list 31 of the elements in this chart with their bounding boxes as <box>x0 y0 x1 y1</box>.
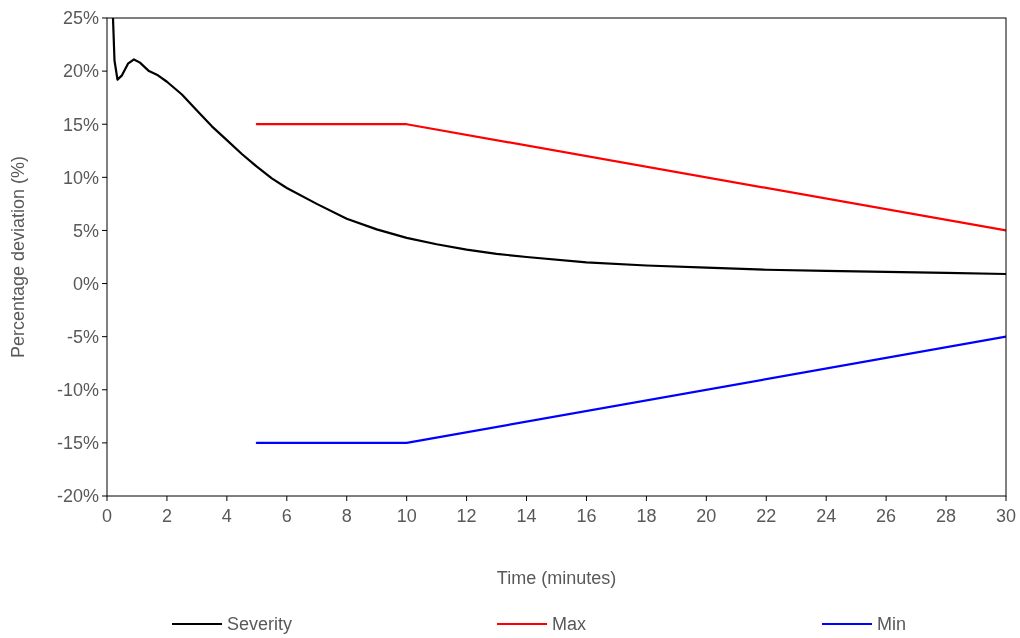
x-tick-label: 6 <box>281 506 292 526</box>
y-tick-label: 10% <box>62 167 99 188</box>
x-tick-label: 10 <box>396 506 417 526</box>
y-tick-label: 5% <box>72 220 99 241</box>
y-tick-label: -15% <box>56 433 99 454</box>
x-tick-label: 18 <box>636 506 657 526</box>
x-tick-label: 14 <box>516 506 537 526</box>
y-tick-label: 25% <box>62 8 99 29</box>
x-tick-label: 26 <box>876 506 897 526</box>
x-tick-label: 2 <box>161 506 172 526</box>
x-tick-label: 12 <box>456 506 477 526</box>
y-tick-label: -10% <box>56 380 99 401</box>
y-tick-label: 15% <box>62 114 99 135</box>
x-tick-label: 30 <box>995 506 1017 526</box>
y-tick-label: -20% <box>56 486 99 507</box>
legend-label: Max <box>552 614 587 635</box>
y-tick-label: 20% <box>62 61 99 82</box>
x-axis-title: Time (minutes) <box>496 568 617 588</box>
x-tick-label: 28 <box>936 506 957 526</box>
x-tick-label: 4 <box>221 506 232 526</box>
legend-label: Severity <box>227 614 293 635</box>
x-tick-label: 0 <box>101 506 113 526</box>
x-tick-label: 20 <box>696 506 717 526</box>
x-tick-label: 24 <box>816 506 837 526</box>
y-axis-title: Percentage deviation (%) <box>8 155 28 359</box>
x-tick-label: 16 <box>576 506 597 526</box>
x-tick-label: 22 <box>756 506 777 526</box>
x-tick-label: 8 <box>341 506 352 526</box>
y-tick-label: 0% <box>72 273 99 294</box>
legend-label: Min <box>877 614 907 635</box>
y-tick-label: -5% <box>66 326 99 347</box>
